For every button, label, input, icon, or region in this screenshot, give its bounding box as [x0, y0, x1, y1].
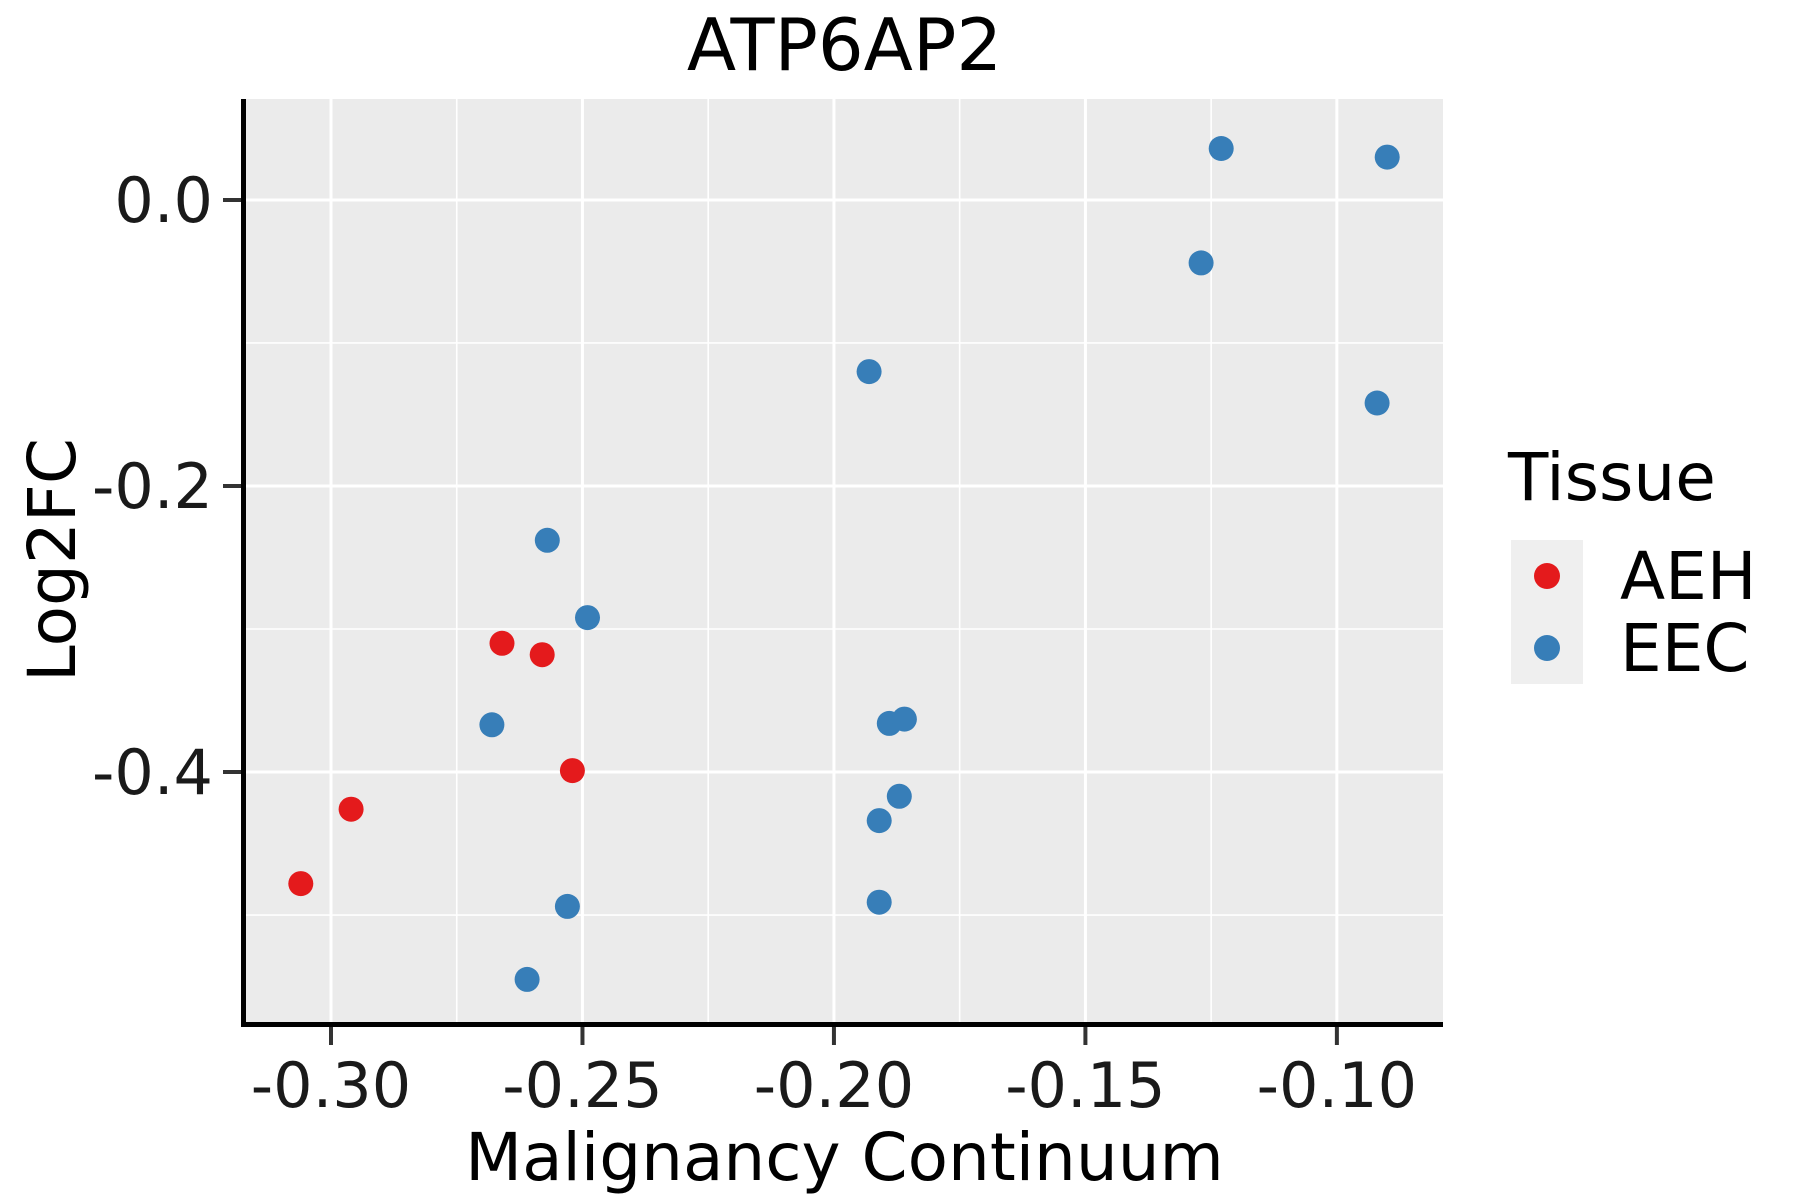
- data-point-eec: [554, 893, 580, 919]
- data-point-eec: [514, 966, 540, 992]
- data-point-eec: [891, 706, 917, 732]
- y-tick-label: 0.0: [114, 164, 213, 237]
- data-point-eec: [866, 808, 892, 834]
- x-tick-label: -0.25: [502, 1049, 662, 1122]
- data-point-eec: [479, 712, 505, 738]
- data-point-eec: [1208, 136, 1234, 161]
- legend-label-aeh: AEH: [1620, 538, 1756, 615]
- legend-point-swatch-eec-icon: [1534, 635, 1560, 661]
- x-tick-label: -0.10: [1257, 1049, 1417, 1122]
- y-tick-label: -0.4: [92, 736, 213, 809]
- data-point-eec: [1374, 144, 1400, 170]
- data-point-eec: [866, 889, 892, 915]
- x-tick-label: -0.15: [1005, 1049, 1165, 1122]
- x-axis-title: Malignancy Continuum: [465, 1119, 1224, 1196]
- data-point-aeh: [489, 630, 515, 656]
- plot-title: ATP6AP2: [687, 3, 1002, 87]
- plot-panel: [246, 99, 1443, 1022]
- data-point-aeh: [559, 758, 585, 784]
- data-point-eec: [856, 359, 882, 385]
- legend-label-eec: EEC: [1620, 610, 1750, 687]
- data-point-eec: [534, 527, 560, 553]
- data-point-eec: [575, 605, 600, 631]
- data-point-eec: [1364, 390, 1390, 416]
- y-tick-label: -0.2: [92, 450, 213, 523]
- y-axis-title: Log2FC: [14, 438, 91, 682]
- data-point-aeh: [338, 796, 364, 822]
- data-point-eec: [886, 783, 912, 809]
- legend-point-swatch-aeh-icon: [1534, 563, 1560, 589]
- data-point-aeh: [288, 871, 314, 897]
- data-point-aeh: [529, 642, 555, 668]
- legend-title: Tissue: [1507, 439, 1716, 516]
- x-tick-label: -0.30: [251, 1049, 411, 1122]
- data-point-eec: [1188, 250, 1214, 276]
- x-tick-label: -0.20: [754, 1049, 914, 1122]
